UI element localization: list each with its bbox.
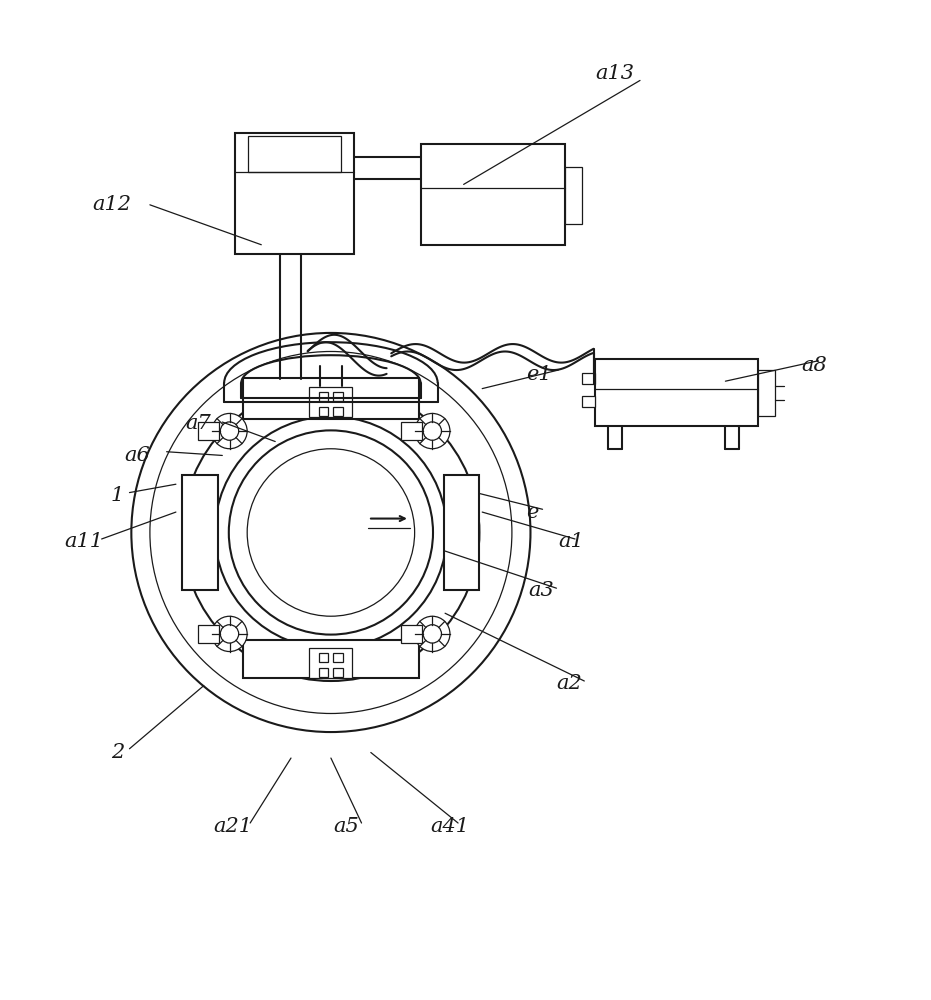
Bar <box>197 625 219 643</box>
Text: e1: e1 <box>526 365 551 384</box>
Bar <box>333 392 344 401</box>
Bar <box>197 422 219 440</box>
Circle shape <box>424 422 441 440</box>
Text: a11: a11 <box>64 532 103 551</box>
Bar <box>333 668 344 677</box>
Circle shape <box>221 422 238 440</box>
Bar <box>596 359 758 426</box>
Circle shape <box>182 384 479 681</box>
Circle shape <box>248 449 414 616</box>
Bar <box>318 407 329 416</box>
Text: a7: a7 <box>185 414 211 433</box>
Text: a13: a13 <box>596 64 634 83</box>
Bar <box>249 136 341 172</box>
Bar <box>758 370 775 416</box>
Text: a5: a5 <box>333 817 359 836</box>
Text: a3: a3 <box>529 581 554 600</box>
Circle shape <box>424 625 441 643</box>
Text: a6: a6 <box>124 446 150 465</box>
Text: a8: a8 <box>802 356 828 375</box>
Circle shape <box>212 413 247 449</box>
Bar <box>318 668 329 677</box>
Text: a1: a1 <box>559 532 584 551</box>
Circle shape <box>221 625 238 643</box>
Bar <box>444 475 479 590</box>
Bar <box>400 625 422 643</box>
Text: e: e <box>526 503 538 522</box>
Bar <box>309 387 352 417</box>
Text: a41: a41 <box>430 817 469 836</box>
Text: a12: a12 <box>92 195 131 214</box>
Circle shape <box>414 413 450 449</box>
Bar <box>565 167 582 224</box>
Circle shape <box>212 616 247 652</box>
Text: 1: 1 <box>111 486 124 505</box>
Circle shape <box>150 351 512 713</box>
Bar <box>400 422 422 440</box>
Circle shape <box>215 416 447 649</box>
Bar <box>243 640 419 678</box>
Circle shape <box>229 430 433 635</box>
Text: 2: 2 <box>111 743 124 762</box>
Bar <box>182 475 218 590</box>
Bar <box>236 133 354 254</box>
Circle shape <box>414 616 450 652</box>
Bar <box>333 407 344 416</box>
Circle shape <box>131 333 531 732</box>
Bar <box>309 648 352 678</box>
Bar <box>333 653 344 662</box>
Bar <box>583 373 596 384</box>
Bar <box>318 653 329 662</box>
Text: a21: a21 <box>213 817 252 836</box>
Bar <box>421 144 565 245</box>
Bar <box>243 378 419 419</box>
Bar <box>583 396 596 407</box>
Bar <box>318 392 329 401</box>
Text: a2: a2 <box>557 674 582 693</box>
